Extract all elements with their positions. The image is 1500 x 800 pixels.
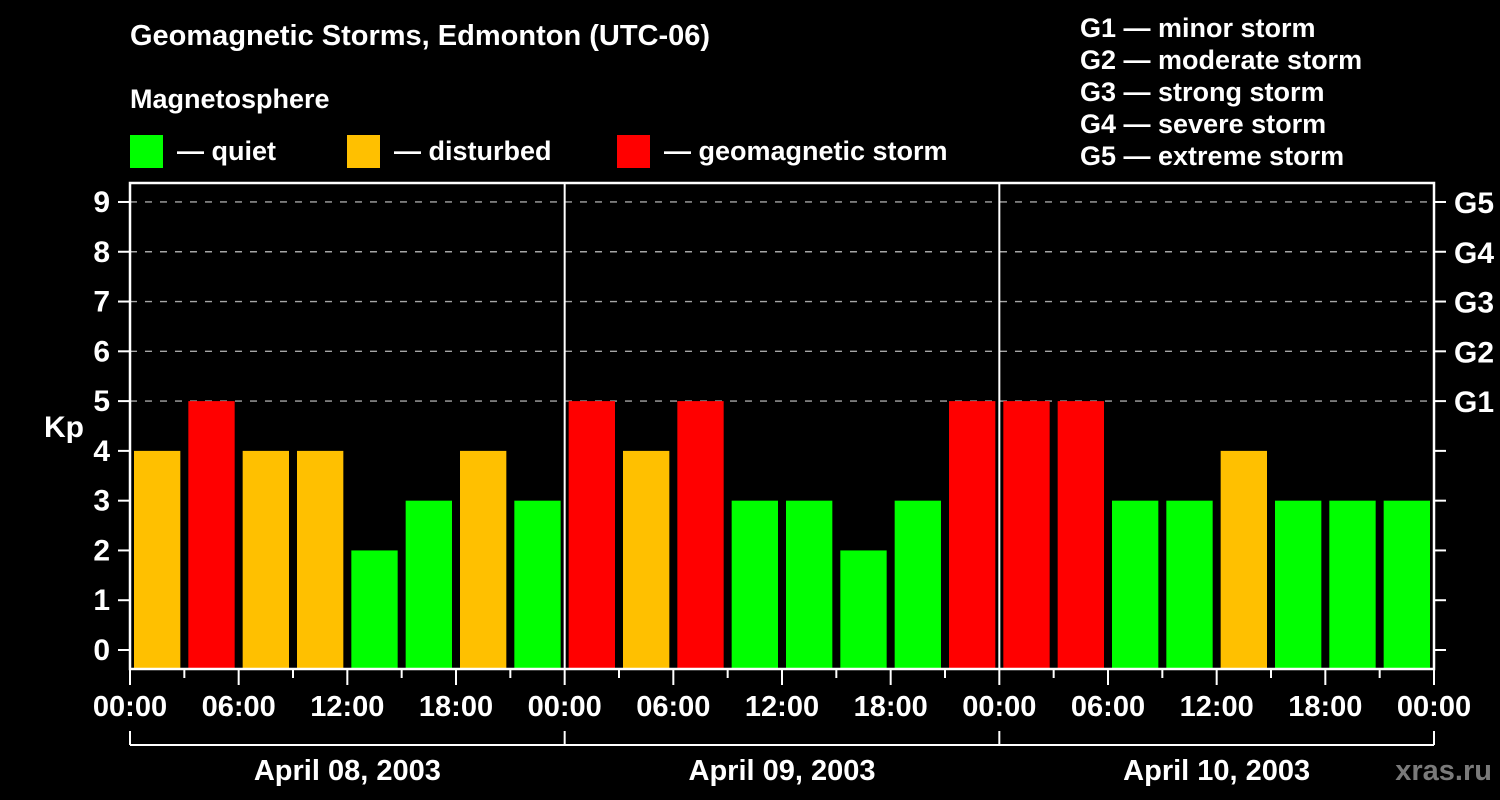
kp-bar [1166,500,1213,669]
legend-item-quiet: — quiet [130,135,276,168]
legend-item-label: — quiet [177,136,276,166]
kp-bar [1003,401,1050,669]
g-scale-legend: G1 — minor storm G2 — moderate storm G3 — … [1080,12,1362,172]
kp-bar [786,500,833,669]
kp-bar [351,550,398,669]
kp-bar [1383,500,1430,669]
kp-axis-label: Kp [44,411,84,444]
kp-bar [297,450,344,669]
chart-title: Geomagnetic Storms, Edmonton (UTC-06) [130,20,711,52]
y-tick-label: 7 [93,286,110,319]
kp-bar [1275,500,1322,669]
g-axis-label: G2 [1454,336,1494,369]
g-scale-legend-line: G5 — extreme storm [1080,141,1345,171]
y-tick-label: 9 [93,186,110,219]
kp-bar [1329,500,1376,669]
x-tick-label: 06:00 [202,691,276,723]
g-scale-legend-line: G2 — moderate storm [1080,45,1363,75]
kp-bar [623,450,670,669]
y-tick-label: 1 [93,584,110,617]
kp-bar [894,500,941,669]
kp-bar [1220,450,1267,669]
legend-item-geomagnetic-storm: — geomagnetic storm [617,135,948,168]
y-tick-label: 8 [93,236,110,269]
x-tick-label: 06:00 [1071,691,1145,723]
x-tick-label: 12:00 [745,691,819,723]
kp-bar [514,500,561,669]
kp-bar [1112,500,1159,669]
kp-bar [731,500,778,669]
x-tick-label: 00:00 [528,691,602,723]
kp-bar [405,500,452,669]
x-tick-label: 00:00 [93,691,167,723]
x-tick-label: 00:00 [962,691,1036,723]
y-tick-label: 0 [93,634,110,667]
g-scale-legend-line: G3 — strong storm [1080,77,1325,107]
x-tick-label: 18:00 [1288,691,1362,723]
g-axis-label: G5 [1454,187,1494,220]
date-label: April 08, 2003 [254,755,441,787]
y-tick-label: 4 [93,435,110,468]
legend-item-label: — geomagnetic storm [664,136,948,166]
kp-bar [840,550,887,669]
geomagnetic-storm-swatch [617,135,650,168]
g-axis-label: G4 [1454,237,1494,270]
x-tick-label: 18:00 [419,691,493,723]
g-axis-label: G1 [1454,386,1494,419]
kp-bar [242,450,289,669]
condition-legend: — quiet — disturbed — geomagnetic storm [0,135,1500,168]
x-tick-label: 12:00 [1180,691,1254,723]
kp-bar [568,401,615,669]
xras-watermark: xras.ru [1395,755,1492,787]
date-label: April 10, 2003 [1123,755,1310,787]
x-tick-label: 00:00 [1397,691,1471,723]
legend-item-label: — disturbed [394,136,552,166]
kp-bar [134,450,181,669]
y-tick-label: 5 [93,385,110,418]
legend-item-disturbed: — disturbed [347,135,552,168]
disturbed-swatch [347,135,380,168]
g-axis-label: G3 [1454,287,1494,320]
x-tick-label: 12:00 [310,691,384,723]
g-scale-legend-line: G4 — severe storm [1080,109,1327,139]
kp-bar [460,450,507,669]
x-tick-label: 18:00 [854,691,928,723]
kp-bar [188,401,235,669]
magnetosphere-label: Magnetosphere [130,84,330,114]
kp-bar [677,401,724,669]
y-tick-label: 3 [93,485,110,518]
y-tick-label: 6 [93,335,110,368]
kp-bar [949,401,996,669]
kp-bar [1057,401,1104,669]
date-label: April 09, 2003 [689,755,876,787]
x-tick-label: 06:00 [636,691,710,723]
g-scale-legend-line: G1 — minor storm [1080,13,1316,43]
quiet-swatch [130,135,163,168]
y-tick-label: 2 [93,534,110,567]
